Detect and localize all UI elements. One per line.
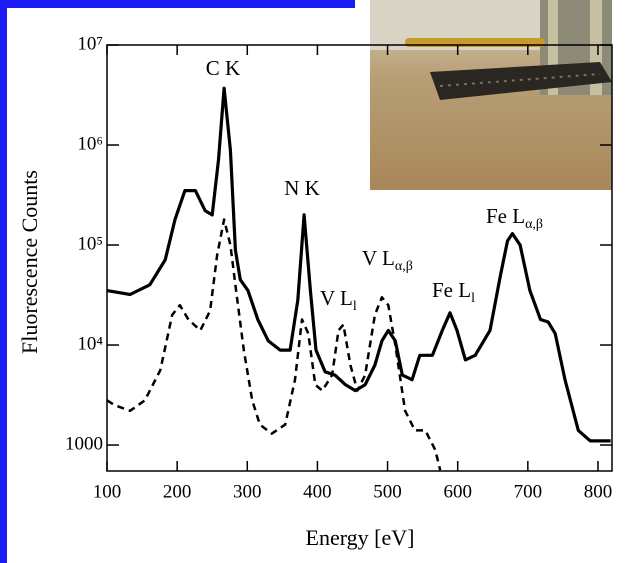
annotation-text: N K	[284, 176, 320, 200]
annotation-text: C K	[206, 56, 240, 80]
annotation-subscript: l	[353, 299, 357, 314]
x-tick-label: 800	[584, 481, 613, 502]
annotation: V Lα,β	[362, 246, 413, 274]
y-tick-label: 10⁶	[77, 133, 103, 154]
photo	[370, 0, 612, 190]
annotation-subscript: α,β	[395, 259, 413, 274]
data-line	[106, 218, 442, 471]
x-tick-label: 700	[514, 481, 543, 502]
x-tick-label: 500	[373, 481, 402, 502]
x-tick-label: 300	[233, 481, 262, 502]
x-axis-label: Energy [eV]	[306, 525, 415, 550]
annotation-text: Fe L	[432, 278, 471, 302]
annotation-text: Fe L	[486, 204, 525, 228]
annotation-text: V L	[362, 246, 395, 270]
x-tick-label: 400	[303, 481, 332, 502]
annotation: N K	[284, 176, 320, 200]
annotation-text: V L	[320, 286, 353, 310]
annotation-subscript: l	[471, 291, 475, 306]
y-tick-label: 1000	[65, 433, 103, 454]
x-tick-label: 200	[163, 481, 192, 502]
x-tick-label: 100	[93, 481, 122, 502]
y-axis-label: Fluorescence Counts	[17, 170, 42, 354]
y-tick-label: 10⁵	[77, 233, 103, 254]
y-tick-label: 10⁴	[77, 333, 103, 354]
plot-frame	[106, 44, 613, 472]
y-tick-label: 10⁷	[77, 33, 103, 54]
annotation-subscript: α,β	[525, 217, 543, 232]
annotation: V Ll	[320, 286, 357, 314]
annotation: Fe Lα,β	[486, 204, 543, 232]
annotation: Fe Ll	[432, 278, 475, 306]
annotation: C K	[206, 56, 240, 80]
x-tick-label: 600	[443, 481, 472, 502]
